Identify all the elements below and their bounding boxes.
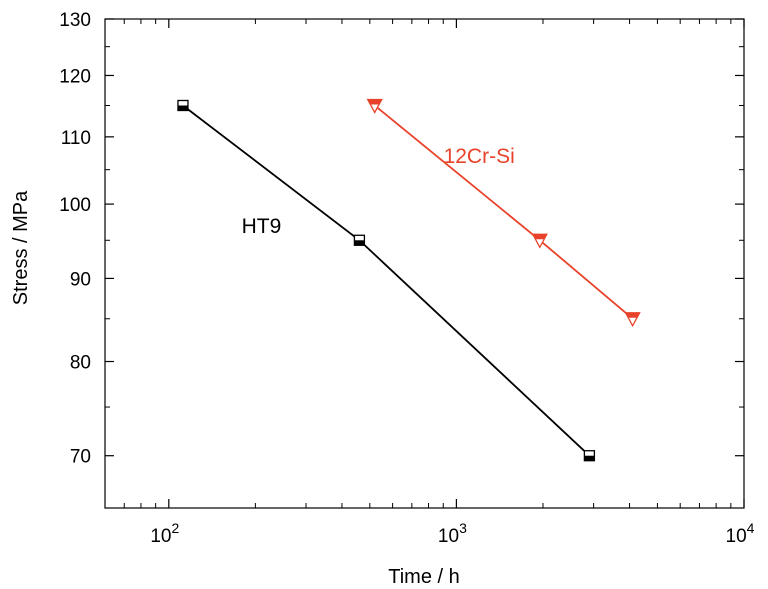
series-layer: HT9 12Cr-Si — [177, 98, 641, 462]
x-tick-exponent: 3 — [459, 520, 467, 536]
square-marker — [353, 234, 366, 246]
y-tick-label: 120 — [59, 66, 91, 87]
x-tick-exponent: 2 — [171, 520, 179, 536]
x-tick-base: 10 — [150, 526, 171, 547]
y-tick-label: 110 — [61, 128, 91, 149]
marker-fill — [584, 455, 595, 461]
series-label-0: HT9 — [242, 215, 282, 238]
y-tick-label: 100 — [59, 195, 91, 216]
series-line-0 — [182, 104, 591, 457]
axis-ticks — [105, 18, 745, 508]
y-tick-label: 90 — [70, 269, 91, 290]
x-tick-exponent: 4 — [747, 520, 755, 536]
series-line-1 — [374, 104, 634, 320]
triangle-marker — [624, 312, 641, 328]
marker-fill — [532, 234, 547, 240]
plot-frame — [104, 18, 745, 509]
triangle-marker — [366, 98, 383, 114]
marker-fill — [367, 99, 382, 105]
x-tick-label: 102 — [150, 520, 179, 547]
square-marker — [583, 450, 596, 462]
marker-fill — [625, 312, 640, 318]
x-tick-label: 103 — [438, 520, 467, 547]
x-tick-label: 104 — [726, 520, 755, 547]
y-tick-label: 130 — [59, 10, 91, 31]
triangle-marker — [531, 233, 548, 249]
marker-fill — [177, 105, 188, 111]
x-axis-label: Time / h — [388, 566, 460, 588]
x-tick-base: 10 — [438, 526, 459, 547]
series-label-1: 12Cr-Si — [444, 145, 515, 168]
y-axis-label: Stress / MPa — [10, 190, 32, 305]
square-marker — [177, 99, 189, 112]
x-tick-base: 10 — [726, 526, 747, 547]
y-tick-label: 70 — [70, 447, 91, 468]
y-tick-label: 80 — [70, 353, 91, 374]
marker-fill — [354, 240, 365, 246]
